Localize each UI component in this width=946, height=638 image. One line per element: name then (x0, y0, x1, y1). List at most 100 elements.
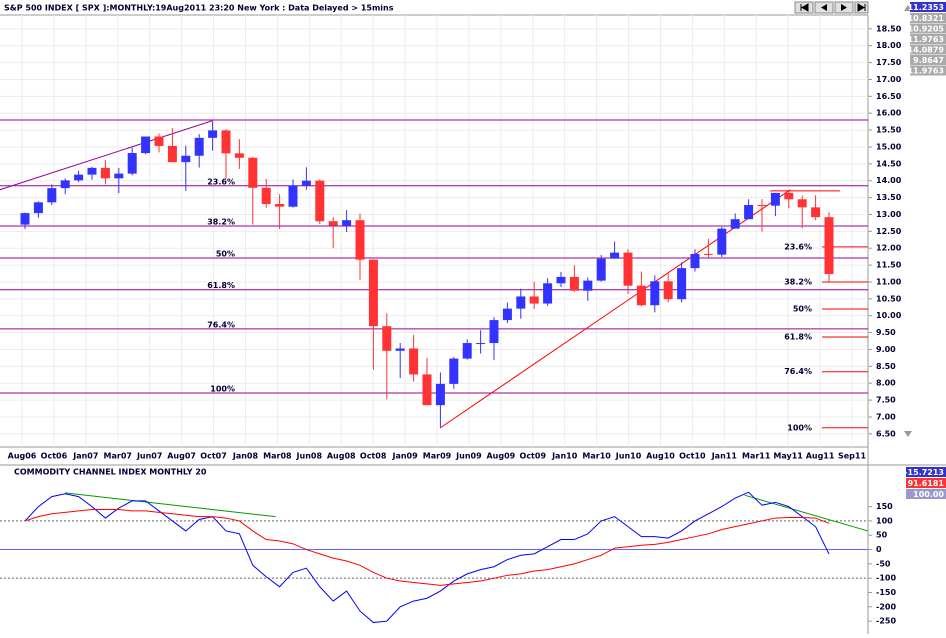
info-value: 11.9763 (908, 67, 944, 76)
x-tick-label: Mar09 (423, 452, 452, 461)
candle-body (422, 374, 432, 406)
x-tick-label: Mar07 (104, 452, 132, 461)
first-icon (800, 3, 809, 12)
candle-body (770, 192, 780, 206)
fib-label: 23.6% (207, 177, 235, 186)
fib-label: 23.6% (784, 242, 812, 251)
y-tick-label: 100 (876, 516, 893, 525)
last-value: -15.7213 (904, 468, 944, 477)
candle-body (556, 276, 566, 284)
candle-body (74, 174, 84, 181)
y-tick-label: 7.00 (876, 412, 896, 421)
info-value: 9.8647 (913, 56, 944, 65)
candle-body (502, 308, 512, 321)
candle-body (141, 136, 151, 154)
prev-icon (821, 4, 827, 11)
x-tick-label: Aug06 (8, 452, 37, 461)
y-tick-label: 16.50 (876, 92, 902, 101)
candle-body (677, 268, 687, 300)
candle-body (784, 192, 794, 200)
y-tick-label: 9.50 (876, 328, 896, 337)
candle-body (690, 253, 700, 269)
fib-label: 100% (210, 385, 235, 394)
x-tick-label: May11 (773, 452, 803, 461)
y-tick-label: 17.00 (876, 75, 902, 84)
fib-label: 61.8% (784, 332, 812, 341)
info-box (910, 34, 946, 44)
last-value-box (906, 467, 946, 477)
x-tick-label: Jan07 (72, 452, 98, 461)
trend-line (0, 120, 213, 191)
candle-body (181, 155, 191, 163)
x-tick-label: Oct07 (200, 452, 227, 461)
candle-body (610, 252, 620, 259)
candle-body (382, 326, 392, 351)
y-tick-label: 7.50 (876, 396, 896, 405)
chart-title: S&P 500 INDEX [ SPX ]:MONTHLY:19Aug2011 … (4, 4, 394, 13)
x-tick-label: Jun08 (296, 452, 323, 461)
info-value: 10.8321 (908, 14, 945, 23)
info-value: 10.9205 (908, 25, 945, 34)
info-box (906, 489, 946, 499)
scroll-down-icon[interactable] (904, 431, 912, 437)
x-tick-label: Sep11 (838, 452, 866, 461)
last-value-box (906, 478, 946, 488)
nav-buttons (794, 1, 869, 14)
x-tick-label: Jan09 (391, 452, 418, 461)
y-tick-label: 50 (876, 531, 888, 540)
candle-body (342, 220, 352, 226)
y-tick-label: 9.00 (876, 345, 896, 354)
fib-label: 38.2% (207, 217, 235, 226)
candle-body (60, 180, 70, 189)
info-value: 14.0879 (908, 46, 945, 55)
y-tick-label: 14.00 (876, 176, 902, 185)
title-bar (0, 0, 868, 15)
info-box (910, 13, 946, 23)
x-tick-label: Aug08 (327, 452, 356, 461)
candle-body (703, 253, 713, 255)
y-tick-label: 10.00 (876, 311, 902, 320)
y-tick-label: 17.50 (876, 58, 902, 67)
y-tick-label: 15.00 (876, 142, 902, 151)
x-tick-label: Oct09 (520, 452, 547, 461)
next-icon (841, 4, 847, 11)
fib-label: 76.4% (207, 320, 235, 329)
candle-body (127, 153, 137, 174)
x-tick-label: Jan08 (232, 452, 259, 461)
candle-body (489, 320, 499, 344)
candle-body (234, 153, 244, 158)
fib-label: 50% (216, 250, 235, 259)
x-tick-label: Jun07 (136, 452, 163, 461)
candle-body (797, 199, 807, 208)
last-icon (857, 3, 866, 12)
y-tick-label: 13.00 (876, 210, 902, 219)
candle-body (462, 343, 472, 359)
info-value: 11.9763 (908, 35, 944, 44)
y-tick-label: 12.50 (876, 227, 902, 236)
indicator-line (24, 491, 830, 624)
last-price: 11.2353 (908, 3, 944, 12)
y-tick-label: 16.00 (876, 109, 902, 118)
candle-body (167, 145, 177, 163)
info-value: 100.00 (913, 490, 944, 499)
y-tick-label: 11.50 (876, 261, 902, 270)
y-tick-label: 18.00 (876, 41, 902, 50)
x-tick-label: Aug10 (646, 452, 675, 461)
candle-body (663, 281, 673, 300)
candle-body (543, 283, 553, 304)
x-tick-label: Jun09 (455, 452, 482, 461)
candle-body (449, 358, 459, 384)
candle-body (569, 276, 579, 291)
candle-body (154, 136, 164, 146)
candle-body (409, 348, 419, 375)
trend-line (440, 189, 791, 429)
candle-body (275, 204, 285, 207)
candle-body (368, 259, 378, 327)
x-tick-label: Aug11 (806, 452, 835, 461)
candle-body (87, 167, 97, 175)
fib-label: 76.4% (784, 367, 812, 376)
y-tick-label: -200 (876, 602, 896, 611)
info-box (910, 55, 946, 65)
